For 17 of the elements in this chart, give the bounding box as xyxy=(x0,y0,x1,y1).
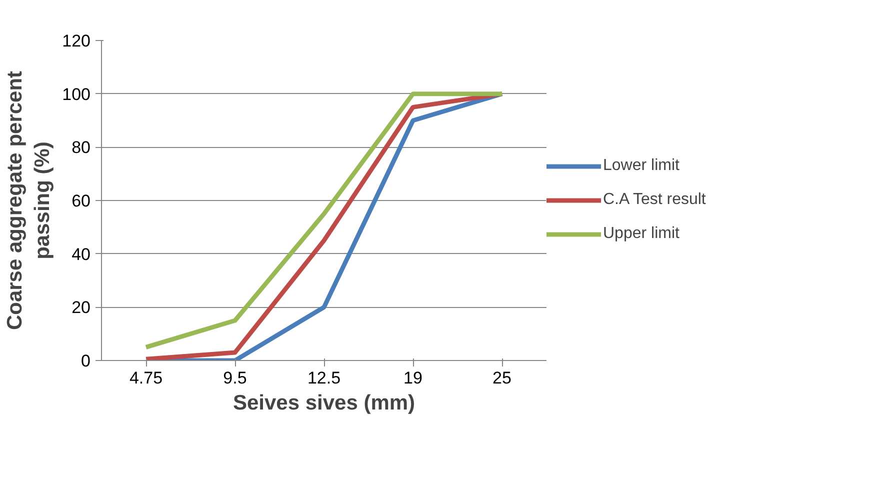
y-tick-label: 100 xyxy=(62,84,91,104)
x-tick-label: 12.5 xyxy=(307,368,341,388)
y-tick-label: 20 xyxy=(72,298,91,318)
y-tick-label: 0 xyxy=(81,352,91,370)
x-axis-title: Seives sives (mm) xyxy=(232,392,416,414)
legend-label: Lower limit xyxy=(603,157,680,175)
legend-label: C.A Test result xyxy=(603,191,706,209)
legend-label: Upper limit xyxy=(603,225,680,243)
y-tick-label: 80 xyxy=(72,138,91,158)
y-tick-label: 40 xyxy=(72,244,91,264)
x-tick-label: 25 xyxy=(492,368,512,388)
x-tick-label: 19 xyxy=(404,368,422,388)
y-axis-title: Coarse aggregate percent passing (%) xyxy=(4,70,54,330)
x-tick-label: 4.75 xyxy=(129,368,163,388)
x-tick-label: 9.5 xyxy=(223,368,247,388)
y-tick-label: 60 xyxy=(72,192,91,210)
y-tick-label: 120 xyxy=(62,32,91,50)
